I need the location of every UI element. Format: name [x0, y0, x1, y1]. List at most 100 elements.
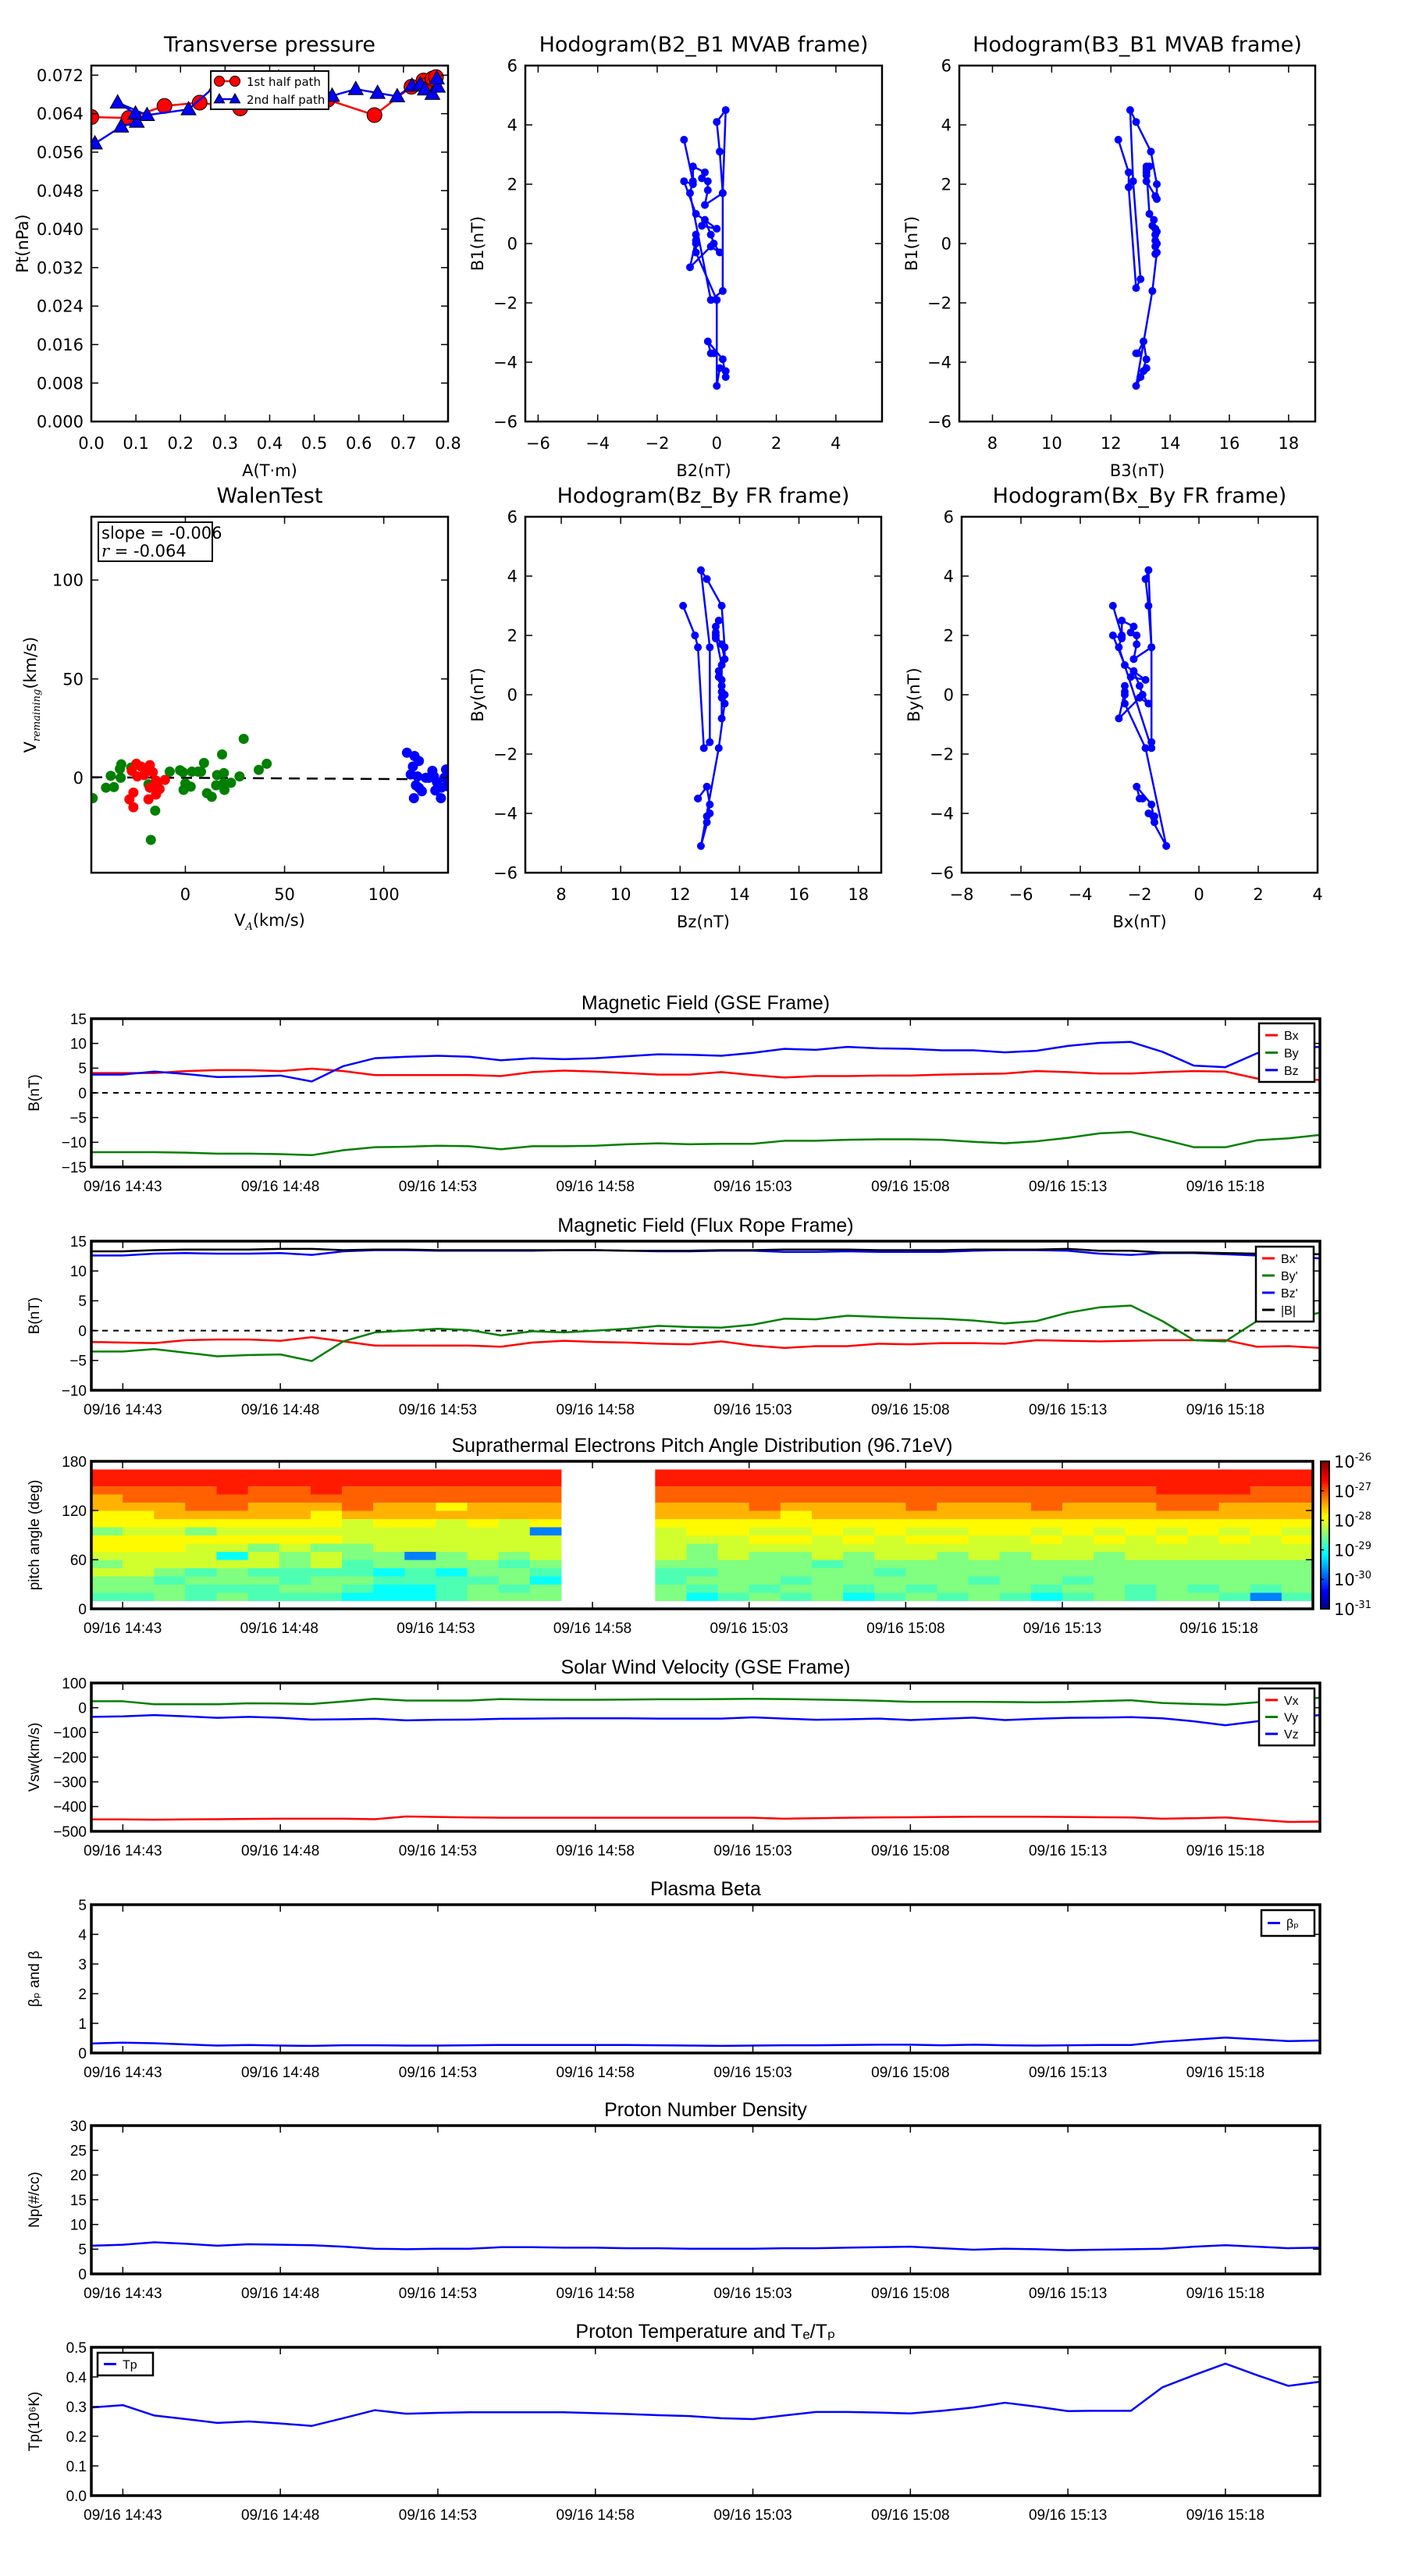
heatmap-cell: [154, 1535, 186, 1544]
y-tick-label: 25: [70, 2144, 87, 2160]
heatmap-cell: [749, 1527, 781, 1535]
x-tick-label: 09/16 15:18: [1186, 1179, 1264, 1195]
colorbar-segment: [1321, 1599, 1329, 1603]
data-point: [1142, 177, 1151, 186]
data-point: [1126, 628, 1135, 637]
y-tick-label: 4: [507, 116, 518, 135]
heatmap-cell: [373, 1560, 405, 1568]
heatmap-cell: [123, 1576, 155, 1585]
y-tick-label: −2: [927, 294, 951, 313]
y-tick-label: 180: [62, 1454, 87, 1471]
colorbar-label-base: 10: [1334, 1453, 1355, 1471]
heatmap-cell: [905, 1478, 937, 1486]
series-line-Bz: [91, 1041, 1320, 1083]
legend-label: Bx: [1284, 1030, 1299, 1043]
scatter-point-blue: [412, 771, 423, 782]
colorbar-segment: [1321, 1483, 1329, 1487]
heatmap-cell: [968, 1535, 1001, 1544]
x-tick-label: 0: [712, 434, 722, 453]
scatter-point-red: [124, 794, 135, 805]
data-point: [698, 174, 706, 183]
y-tick-label: 5: [78, 1898, 87, 1914]
heatmap-cell: [216, 1535, 249, 1544]
heatmap-cell: [811, 1560, 844, 1568]
heatmap-cell: [498, 1543, 531, 1552]
heatmap-cell: [1030, 1592, 1063, 1601]
colorbar-label-exponent: -29: [1355, 1540, 1371, 1552]
heatmap-cell: [342, 1567, 374, 1577]
heatmap-cell: [1094, 1478, 1126, 1486]
heatmap-cell: [968, 1576, 1001, 1585]
y-tick-label: −10: [62, 1135, 87, 1151]
heatmap-cell: [655, 1551, 687, 1560]
y-tick-label: 0.072: [37, 66, 84, 85]
heatmap-cell: [91, 1551, 123, 1560]
heatmap-cell: [342, 1592, 374, 1601]
heatmap-cell: [123, 1494, 155, 1503]
x-tick-label: 09/16 15:03: [713, 1843, 791, 1859]
axes-frame: [960, 515, 1319, 874]
heatmap-cell: [1094, 1485, 1126, 1495]
heatmap-cell: [874, 1584, 906, 1593]
heatmap-cell: [1281, 1518, 1313, 1528]
heatmap-cell: [1156, 1592, 1188, 1601]
heatmap-cell: [373, 1584, 405, 1593]
hodogram-bz-by-chart: 8 10 12 14 16 18 −6 −4 −2 0 2 4 6 Hodogram(Bz_By FR f…: [468, 484, 883, 931]
legend-label: |B|: [1281, 1304, 1296, 1318]
data-point: [1153, 195, 1161, 203]
scatter-point-blue: [441, 781, 448, 792]
heatmap-cell: [247, 1518, 280, 1528]
x-tick-label: 4: [1312, 885, 1322, 904]
scatter-point-red: [128, 802, 139, 813]
heatmap-cell: [342, 1510, 374, 1519]
x-tick-label: 09/16 14:58: [557, 2286, 635, 2302]
y-tick-label: −400: [53, 1799, 87, 1816]
axes-frame: [90, 64, 450, 423]
heatmap-cell: [999, 1535, 1032, 1544]
heatmap-cell: [843, 1510, 875, 1519]
heatmap-cell: [1030, 1551, 1063, 1560]
heatmap-cell: [1250, 1584, 1282, 1593]
x-tick-label: 09/16 15:13: [1029, 2286, 1107, 2302]
heatmap-cell: [937, 1535, 969, 1544]
heatmap-cell: [467, 1576, 500, 1585]
heatmap-cell: [843, 1527, 875, 1535]
scatter-point-green: [105, 770, 116, 781]
heatmap-cell: [1281, 1469, 1313, 1478]
colorbar-segment: [1321, 1547, 1329, 1550]
heatmap-cell: [811, 1502, 844, 1511]
x-tick-label: −4: [1069, 885, 1093, 904]
y-tick-label: 6: [941, 57, 951, 76]
heatmap-cell: [1187, 1478, 1220, 1486]
heatmap-cell: [436, 1560, 468, 1568]
y-tick-label: 0.2: [66, 2429, 87, 2446]
data-point: [1147, 643, 1156, 652]
heatmap-cell: [216, 1478, 249, 1486]
chart-title: Solar Wind Velocity (GSE Frame): [561, 1656, 851, 1678]
scatter-point-green: [234, 771, 245, 782]
x-tick-label: 09/16 14:53: [397, 1621, 475, 1637]
x-tick-label: 10: [1041, 434, 1062, 453]
heatmap-cell: [1281, 1494, 1313, 1503]
heatmap-cell: [279, 1510, 311, 1519]
x-tick-label: 09/16 14:58: [557, 1179, 635, 1195]
x-tick-label: 09/16 15:08: [871, 2065, 949, 2081]
data-point: [1151, 250, 1160, 258]
heatmap-cell: [1187, 1584, 1220, 1593]
heatmap-cell: [686, 1527, 719, 1535]
y-tick-label: 0.5: [66, 2340, 87, 2357]
y-tick-label: −100: [53, 1725, 87, 1742]
x-tick-label: 09/16 15:08: [871, 1179, 949, 1195]
heatmap-cell: [749, 1510, 781, 1519]
heatmap-cell: [342, 1543, 374, 1552]
data-point: [1115, 643, 1123, 652]
heatmap-cell: [1250, 1567, 1282, 1577]
data-point: [696, 841, 705, 850]
heatmap-cell: [1187, 1560, 1220, 1568]
x-tick-label: 12: [670, 885, 691, 904]
heatmap-cell: [780, 1543, 813, 1552]
heatmap-cell: [937, 1502, 969, 1511]
y-tick-label: 4: [944, 568, 954, 586]
heatmap-cell: [467, 1494, 500, 1503]
